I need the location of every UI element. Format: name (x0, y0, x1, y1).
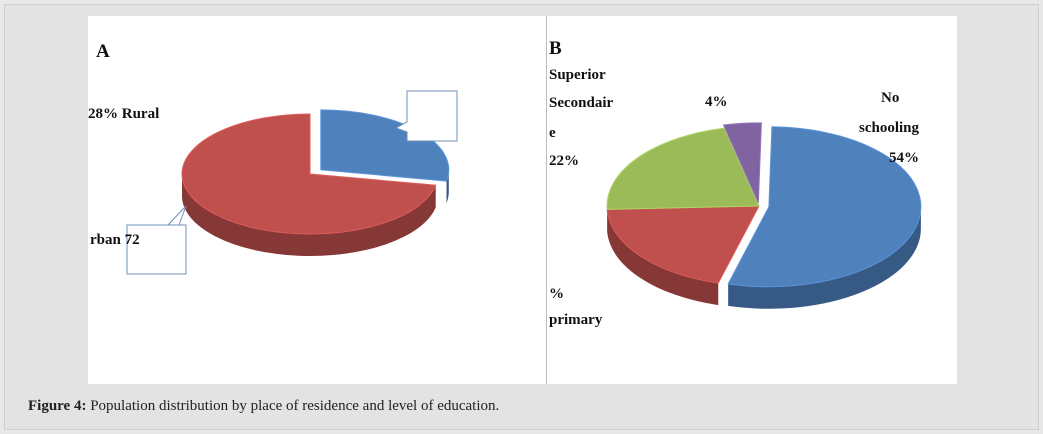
panel-letter-a: A (96, 41, 110, 62)
pie-side-b-1 (607, 209, 719, 306)
pie-side-a-1 (182, 174, 436, 256)
label-primary-2: primary (549, 312, 603, 328)
label-noschool-3: 54% (889, 150, 919, 166)
pie-slice-b-other (722, 122, 762, 204)
figure-caption: Figure 4: Population distribution by pla… (28, 398, 499, 415)
callout-box-urban (126, 205, 187, 275)
label-superior-4: 22% (549, 153, 579, 169)
label-other-pct: 4% (705, 94, 728, 110)
figure-label: Figure 4: (28, 398, 87, 414)
pie-slice-a-urban (181, 113, 437, 235)
pie-slice-b-no-schooling (727, 126, 922, 288)
pie-slice-b-primary (606, 205, 760, 284)
pie-side-b-0 (728, 206, 921, 309)
label-primary-1: % (549, 286, 564, 302)
slice-label-urban: rban 72 (90, 232, 140, 248)
pie-side-a-0 (446, 169, 449, 204)
slice-label-rural: 28% Rural (88, 106, 160, 122)
panel-a: A 28% Rural rban 72 (88, 16, 546, 384)
panel-letter-b: B (549, 38, 562, 59)
label-superior-1: Superior (549, 67, 606, 83)
pie-slice-b-superior-secondaire (606, 127, 760, 210)
label-noschool-1: No (881, 90, 900, 106)
pie-chart-b (606, 122, 922, 309)
caption-text: Population distribution by place of resi… (86, 398, 500, 414)
label-noschool-2: schooling (859, 120, 920, 136)
label-superior-2: Secondair (549, 95, 614, 111)
panel-b: B Superior Secondair e 22% 4% No schooli… (546, 16, 957, 384)
pie-chart-a (126, 90, 458, 275)
label-superior-3: e (549, 125, 556, 141)
callout-box-rural (394, 90, 458, 142)
